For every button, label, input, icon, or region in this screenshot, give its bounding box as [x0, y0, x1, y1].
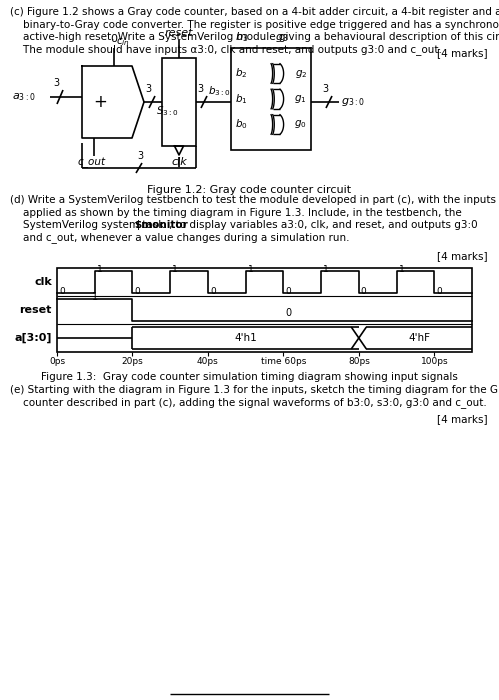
Text: [4 marks]: [4 marks] — [438, 48, 488, 59]
Text: reset: reset — [165, 28, 193, 38]
Text: $b_{3:0}$: $b_{3:0}$ — [208, 84, 231, 98]
Text: $g_2$: $g_2$ — [294, 67, 307, 80]
Text: binary-to-Gray code converter. The register is positive edge triggered and has a: binary-to-Gray code converter. The regis… — [10, 20, 499, 29]
Text: [4 marks]: [4 marks] — [438, 414, 488, 424]
Text: $b_2$: $b_2$ — [235, 66, 248, 80]
Text: 0: 0 — [285, 308, 291, 318]
Text: 1: 1 — [399, 265, 404, 274]
Text: $g_{3:0}$: $g_{3:0}$ — [341, 96, 365, 108]
Text: (c) Figure 1.2 shows a Gray code counter, based on a 4-bit adder circuit, a 4-bi: (c) Figure 1.2 shows a Gray code counter… — [10, 7, 499, 17]
Text: active-high reset. Write a SystemVerilog module giving a behavioural description: active-high reset. Write a SystemVerilog… — [10, 32, 499, 42]
Text: clk: clk — [171, 157, 187, 167]
Text: 0: 0 — [134, 286, 140, 295]
Text: 3: 3 — [197, 84, 203, 94]
Bar — [162, 58, 196, 146]
Text: 3: 3 — [137, 151, 143, 161]
Text: 3: 3 — [145, 84, 151, 94]
Text: 0: 0 — [59, 286, 65, 295]
Text: $S_{3:0}$: $S_{3:0}$ — [156, 104, 179, 118]
Text: The module should have inputs α3:0, clk and reset, and outputs g3:0 and c_out.: The module should have inputs α3:0, clk … — [10, 45, 442, 55]
Text: 0: 0 — [361, 286, 367, 295]
Text: Figure 1.3:  Gray code counter simulation timing diagram showing input signals: Figure 1.3: Gray code counter simulation… — [40, 372, 458, 382]
Text: Figure 1.2: Gray code counter circuit: Figure 1.2: Gray code counter circuit — [147, 185, 351, 195]
Text: $b_3$: $b_3$ — [235, 30, 249, 44]
Text: 0: 0 — [436, 286, 442, 295]
Text: 1: 1 — [97, 265, 102, 274]
Text: [4 marks]: [4 marks] — [438, 251, 488, 261]
Bar — [231, 48, 311, 150]
Text: 20ps: 20ps — [122, 357, 143, 366]
Text: (d) Write a SystemVerilog testbench to test the module developed in part (c), wi: (d) Write a SystemVerilog testbench to t… — [10, 195, 496, 205]
Text: and c_out, whenever a value changes during a simulation run.: and c_out, whenever a value changes duri… — [10, 232, 349, 244]
Text: $monitor: $monitor — [135, 220, 188, 230]
Text: 4'hF: 4'hF — [408, 333, 430, 343]
Text: $g_1$: $g_1$ — [294, 93, 307, 105]
Text: time 60ps: time 60ps — [260, 357, 306, 366]
Text: applied as shown by the timing diagram in Figure 1.3. Include, in the testbench,: applied as shown by the timing diagram i… — [10, 207, 462, 218]
Text: +: + — [93, 93, 107, 111]
Text: 0: 0 — [210, 286, 216, 295]
Text: $a_{3:0}$: $a_{3:0}$ — [12, 91, 36, 103]
Text: , to display variables a3:0, clk, and reset, and outputs g3:0: , to display variables a3:0, clk, and re… — [169, 220, 478, 230]
Text: 4'h1: 4'h1 — [234, 333, 257, 343]
Text: 0: 0 — [110, 34, 117, 44]
Text: c_out: c_out — [78, 158, 106, 169]
Bar — [57, 268, 472, 352]
Text: 1: 1 — [248, 265, 253, 274]
Text: 0ps: 0ps — [49, 357, 65, 366]
Text: 1: 1 — [92, 292, 98, 302]
Text: $b_1$: $b_1$ — [235, 92, 248, 106]
Text: $c_{in}$: $c_{in}$ — [116, 36, 130, 48]
Text: $b_0$: $b_0$ — [235, 118, 248, 132]
Text: 80ps: 80ps — [348, 357, 370, 366]
Text: (e) Starting with the diagram in Figure 1.3 for the inputs, sketch the timing di: (e) Starting with the diagram in Figure … — [10, 385, 499, 395]
Text: 1: 1 — [323, 265, 329, 274]
Text: 40ps: 40ps — [197, 357, 219, 366]
Text: 100ps: 100ps — [421, 357, 448, 366]
Text: clk: clk — [34, 277, 52, 287]
Text: 1: 1 — [172, 265, 178, 274]
Text: counter described in part (c), adding the signal waveforms of b3:0, s3:0, g3:0 a: counter described in part (c), adding th… — [10, 398, 487, 408]
Text: 0: 0 — [285, 286, 291, 295]
Text: 3: 3 — [322, 84, 328, 94]
Text: 3: 3 — [53, 78, 59, 88]
Text: $g_3$: $g_3$ — [275, 32, 288, 44]
Text: SystemVerilog system task: SystemVerilog system task — [10, 220, 168, 230]
Text: reset: reset — [19, 305, 52, 315]
Text: $g_0$: $g_0$ — [294, 118, 307, 130]
Text: a[3:0]: a[3:0] — [14, 333, 52, 343]
